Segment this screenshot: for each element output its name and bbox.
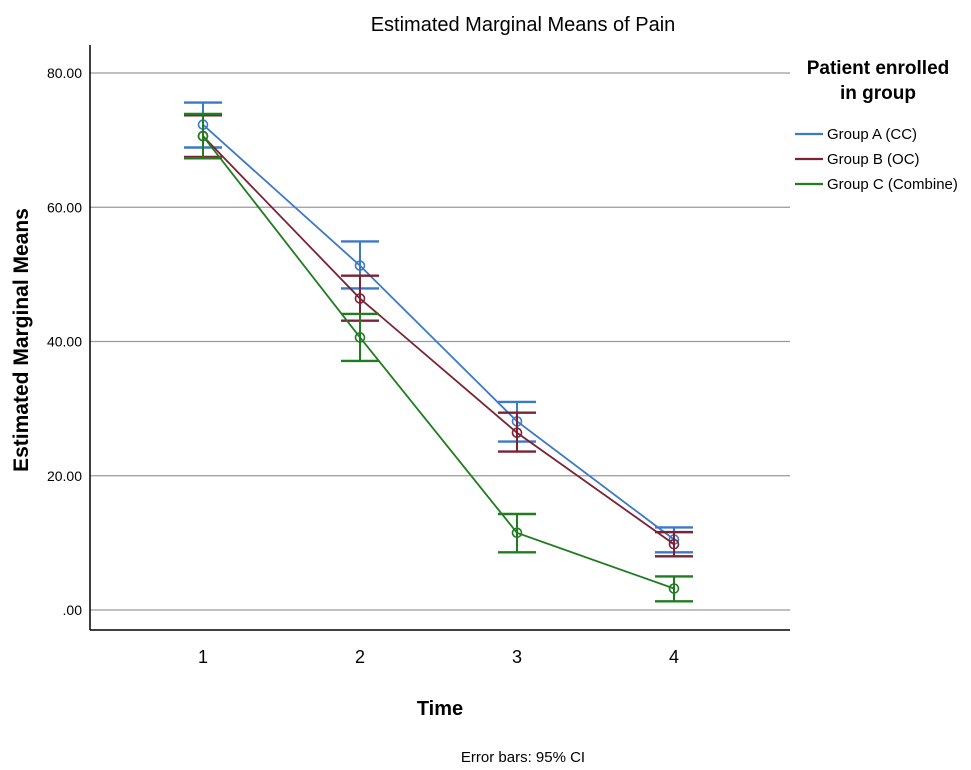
- legend-label: Group C (Combine): [827, 176, 958, 193]
- series-line: [202, 135, 675, 545]
- y-axis-title: Estimated Marginal Means: [10, 208, 33, 472]
- data-point: [197, 130, 209, 142]
- data-point: [668, 583, 680, 594]
- data-point: [511, 427, 523, 439]
- y-tick-labels: .00 20.00 40.00 60.00 80.00: [47, 65, 82, 618]
- legend: Patient enrolled in group Group A (CC)Gr…: [795, 58, 958, 193]
- y-tick-label: 80.00: [47, 65, 82, 81]
- series-layer: [184, 101, 693, 603]
- x-tick-label: 4: [669, 647, 679, 667]
- x-axis-title: Time: [417, 698, 463, 720]
- series-1: [184, 101, 693, 554]
- series-2: [184, 114, 693, 558]
- series-line: [202, 135, 675, 590]
- legend-title-line-1: Patient enrolled: [807, 58, 950, 79]
- y-tick-label: 40.00: [47, 334, 82, 350]
- legend-label: Group B (OC): [827, 151, 920, 168]
- x-tick-labels: 1 2 3 4: [198, 647, 679, 667]
- chart-title: Estimated Marginal Means of Pain: [371, 14, 676, 36]
- series-line: [202, 124, 675, 541]
- y-tick-label: .00: [63, 602, 83, 618]
- legend-item: Group B (OC): [795, 151, 920, 168]
- y-tick-label: 60.00: [47, 199, 82, 215]
- error-bars-note: Error bars: 95% CI: [461, 749, 585, 766]
- legend-items: Group A (CC) Group B (OC) Group C (Combine…: [795, 126, 958, 193]
- legend-title-line-2: in group: [840, 83, 916, 104]
- data-point: [354, 332, 366, 343]
- data-point: [511, 527, 523, 539]
- x-tick-label: 1: [198, 647, 208, 667]
- legend-item: Group A (CC): [795, 126, 917, 143]
- error-bar: [655, 575, 693, 603]
- series-3: [184, 112, 693, 603]
- gridlines: [90, 72, 790, 611]
- data-point: [354, 293, 366, 304]
- legend-item: Group C (Combine): [795, 176, 958, 193]
- legend-label: Group A (CC): [827, 126, 917, 143]
- data-point: [354, 260, 366, 271]
- y-tick-label: 20.00: [47, 468, 82, 484]
- x-tick-label: 2: [355, 647, 365, 667]
- x-tick-label: 3: [512, 647, 522, 667]
- data-point: [668, 538, 680, 550]
